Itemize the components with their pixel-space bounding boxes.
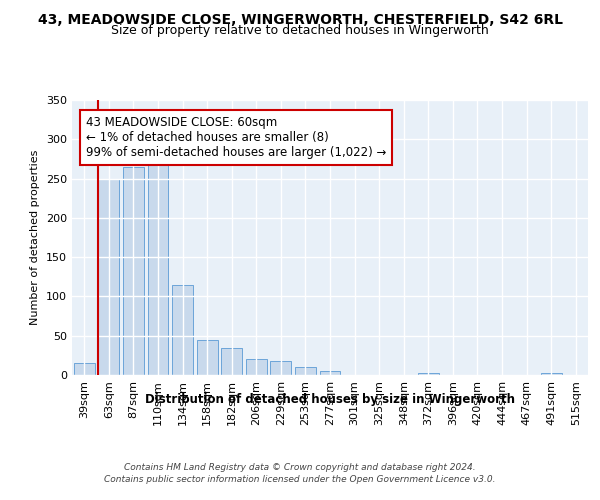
Bar	[320, 371, 340, 375]
Bar	[123, 167, 144, 375]
Bar	[172, 284, 193, 375]
Bar	[246, 360, 267, 375]
Bar	[197, 340, 218, 375]
Y-axis label: Number of detached properties: Number of detached properties	[31, 150, 40, 325]
Text: Size of property relative to detached houses in Wingerworth: Size of property relative to detached ho…	[111, 24, 489, 37]
Text: 43, MEADOWSIDE CLOSE, WINGERWORTH, CHESTERFIELD, S42 6RL: 43, MEADOWSIDE CLOSE, WINGERWORTH, CHEST…	[37, 12, 563, 26]
Bar	[295, 367, 316, 375]
Text: Contains HM Land Registry data © Crown copyright and database right 2024.
Contai: Contains HM Land Registry data © Crown c…	[104, 462, 496, 484]
Bar	[98, 178, 119, 375]
Bar	[74, 363, 95, 375]
Bar	[221, 348, 242, 375]
Bar	[418, 374, 439, 375]
Bar	[541, 374, 562, 375]
Bar	[148, 163, 169, 375]
Text: 43 MEADOWSIDE CLOSE: 60sqm
← 1% of detached houses are smaller (8)
99% of semi-d: 43 MEADOWSIDE CLOSE: 60sqm ← 1% of detac…	[86, 116, 386, 158]
Text: Distribution of detached houses by size in Wingerworth: Distribution of detached houses by size …	[145, 392, 515, 406]
Bar	[271, 361, 292, 375]
